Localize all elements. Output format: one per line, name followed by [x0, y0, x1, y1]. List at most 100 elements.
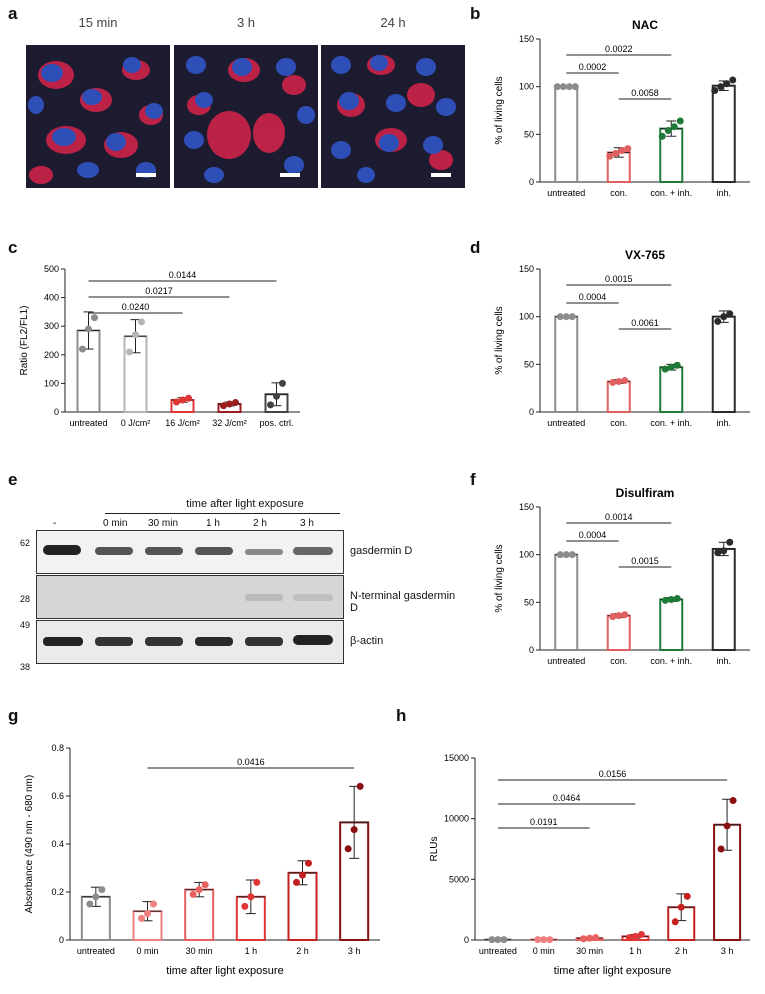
data-point	[86, 900, 94, 908]
western-blot: time after light exposure - 0 min 30 min…	[20, 490, 460, 700]
marker-28: 28	[20, 594, 31, 604]
x-tick-label: inh.	[716, 188, 731, 198]
data-point	[625, 934, 633, 942]
data-point	[559, 83, 567, 91]
p-value-label: 0.0144	[169, 270, 197, 280]
data-point	[586, 934, 594, 942]
x-tick-label: untreated	[69, 418, 107, 428]
lane-label: 3 h	[300, 518, 314, 529]
x-axis-label: time after light exposure	[554, 965, 671, 977]
x-tick-label: untreated	[77, 946, 115, 956]
data-point	[195, 886, 203, 894]
y-tick-label: 0.6	[51, 791, 64, 801]
data-point	[494, 936, 502, 944]
chart-ratio: 0 100 200 300 400 500 Ratio (FL2/FL1) untreated…	[19, 264, 300, 428]
x-tick-label: con. + inh.	[650, 656, 692, 666]
micro-image-15min	[26, 45, 170, 188]
x-tick-label: 0 J/cm²	[121, 418, 151, 428]
data-point	[571, 83, 579, 91]
x-tick-label: 3 h	[348, 946, 361, 956]
band	[293, 547, 333, 555]
blot-row-n-terminal	[36, 575, 344, 619]
micro-image-3h	[174, 45, 318, 188]
lane-label: 2 h	[253, 518, 267, 529]
p-value-label: 0.0002	[579, 62, 607, 72]
bar	[659, 366, 684, 414]
data-point	[671, 918, 679, 926]
y-tick-label: 0.2	[51, 887, 64, 897]
x-tick-label: con. + inh.	[650, 188, 692, 198]
band	[95, 637, 133, 646]
y-tick-label: 0	[54, 407, 59, 417]
panel-label-c: c	[8, 238, 18, 257]
band	[245, 637, 283, 646]
x-tick-label: con. + inh.	[650, 418, 692, 428]
data-point	[683, 892, 691, 900]
p-value-label: 0.0464	[553, 793, 581, 803]
data-point	[717, 845, 725, 853]
data-point	[726, 538, 734, 546]
chart-title: Disulfiram	[616, 486, 675, 500]
x-tick-label: 2 h	[296, 946, 309, 956]
blot-row-actin	[36, 620, 344, 664]
x-tick-label: 0 min	[533, 946, 555, 956]
blot-label-n-terminal: N-terminal gasdermin D	[350, 590, 456, 614]
band	[145, 547, 183, 555]
data-point	[606, 152, 614, 160]
data-point	[344, 845, 352, 853]
y-tick-label: 100	[519, 550, 534, 560]
y-tick-label: 50	[524, 597, 534, 607]
y-tick-label: 0	[529, 645, 534, 655]
y-tick-label: 0.4	[51, 839, 64, 849]
x-tick-label: pos. ctrl.	[259, 418, 293, 428]
x-tick-label: untreated	[547, 656, 585, 666]
bar	[184, 888, 215, 942]
micro-cells-15min	[26, 45, 170, 188]
data-point	[720, 547, 728, 555]
y-tick-label: 150	[519, 264, 534, 274]
p-value-label: 0.0015	[631, 556, 659, 566]
data-point	[562, 313, 570, 321]
data-point	[500, 936, 508, 944]
lane-label: 30 min	[148, 518, 179, 529]
blot-header-line	[105, 513, 340, 514]
data-point	[305, 859, 312, 867]
x-tick-label: 32 J/cm²	[212, 418, 247, 428]
y-tick-label: 0	[529, 177, 534, 187]
data-point	[267, 401, 274, 409]
p-value-label: 0.0058	[631, 88, 659, 98]
data-point	[350, 826, 358, 834]
data-point	[173, 398, 180, 406]
data-point	[568, 551, 576, 559]
chart-nac: NAC 0 50 100 150 % of living cells untreated co…	[494, 18, 750, 198]
p-value-label: 0.0156	[599, 769, 627, 779]
x-tick-label: 1 h	[245, 946, 258, 956]
chart-disulfiram: Disulfiram 0 50 100 150 % of living cells untr…	[494, 486, 750, 666]
data-point	[534, 936, 542, 944]
panel-label-h: h	[396, 706, 407, 725]
micro-title-15min: 15 min	[78, 15, 118, 30]
panel-label-d: d	[470, 238, 481, 257]
chart-title: NAC	[632, 18, 658, 32]
bar	[711, 547, 736, 651]
panel-label-e: e	[8, 470, 18, 489]
scale-bar	[431, 173, 451, 177]
y-axis-label: Absorbance (490 nm - 680 nm)	[24, 775, 35, 913]
data-point	[179, 396, 186, 404]
y-tick-label: 150	[519, 502, 534, 512]
data-point	[609, 613, 617, 621]
data-point	[664, 127, 672, 135]
data-point	[580, 935, 588, 943]
data-point	[729, 796, 737, 804]
data-point	[126, 348, 133, 356]
lane-label: 1 h	[206, 518, 220, 529]
data-point	[729, 76, 737, 84]
y-axis-label: RLUs	[429, 836, 440, 861]
x-tick-label: 16 J/cm²	[165, 418, 200, 428]
data-point	[299, 871, 306, 879]
micro-image-24h	[321, 45, 465, 188]
data-point	[556, 313, 564, 321]
y-tick-label: 0	[59, 935, 64, 945]
data-point	[673, 361, 681, 369]
bar	[711, 84, 736, 183]
